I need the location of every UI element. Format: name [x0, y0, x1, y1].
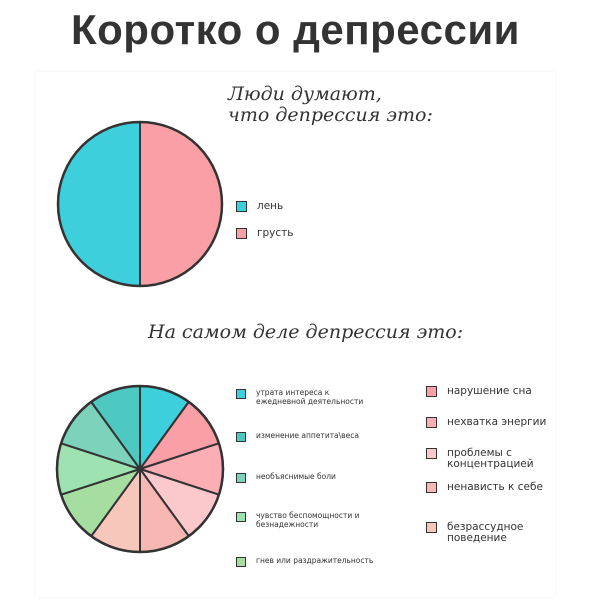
legend-label: гнев или раздражительность [256, 556, 374, 565]
legend-pie1-slice-0: лень [236, 201, 283, 212]
legend-label: чувство беспомощности и безнадежности [256, 511, 360, 529]
legend-label: грусть [257, 227, 294, 239]
legend-pie2-slice-5: безрассудное поведение [426, 522, 523, 544]
legend-label: проблемы с концентрацией [447, 447, 534, 470]
legend-swatch [426, 482, 437, 493]
legend-pie2-slice-8: необъяснимые боли [236, 472, 336, 483]
legend-pie2-slice-6: гнев или раздражительность [236, 556, 373, 567]
legend-pie2-slice-7: чувство беспомощности и безнадежности [236, 511, 359, 529]
legend-swatch [236, 432, 246, 442]
legend-pie2-slice-1: нарушение сна [426, 386, 532, 397]
pie1-heading: Люди думают, что депрессия это: [228, 83, 433, 126]
legend-swatch [426, 386, 437, 397]
legend-pie2-slice-0: утрата интереса к ежедневной деятельност… [236, 388, 363, 406]
legend-swatch [236, 201, 247, 212]
legend-swatch [236, 512, 246, 522]
legend-swatch [236, 557, 246, 567]
legend-label: изменение аппетита\веса [256, 431, 359, 440]
legend-label: нарушение сна [447, 385, 532, 397]
legend-pie2-slice-3: проблемы с концентрацией [426, 448, 534, 470]
legend-pie2-slice-4: ненависть к себе [426, 482, 543, 493]
legend-label: нехватка энергии [447, 416, 547, 428]
legend-swatch [426, 417, 437, 428]
legend-swatch [426, 448, 437, 459]
legend-label: ненависть к себе [447, 481, 543, 493]
legend-label: лень [257, 200, 284, 212]
legend-label: безрассудное поведение [447, 521, 524, 544]
legend-label: утрата интереса к ежедневной деятельност… [256, 388, 364, 406]
legend-pie2-slice-9: изменение аппетита\веса [236, 431, 359, 442]
legend-pie2-slice-2: нехватка энергии [426, 417, 546, 428]
legend-swatch [236, 228, 247, 239]
legend-pie1-slice-1: грусть [236, 228, 293, 239]
legend-label: необъяснимые боли [256, 472, 336, 481]
legend-swatch [426, 522, 437, 533]
pie2-heading: На самом деле депрессия это: [148, 321, 464, 343]
legend-swatch [236, 389, 246, 399]
page-title: Коротко о депрессии [71, 6, 520, 53]
legend-swatch [236, 473, 246, 483]
